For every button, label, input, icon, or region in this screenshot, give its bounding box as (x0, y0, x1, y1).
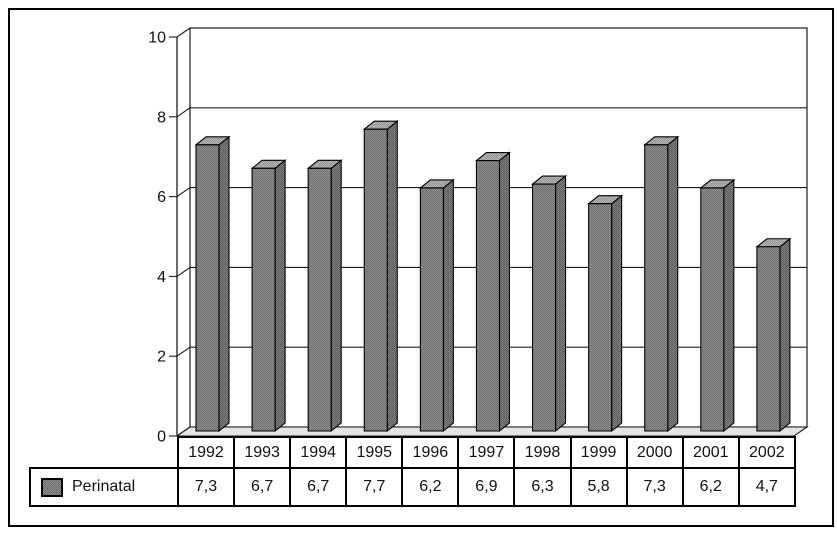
value-cell-1996: 6,2 (401, 467, 460, 507)
value-row: Perinatal 7,3 6,7 6,7 7,7 6,2 6,9 6,3 5,8 7,3 6,2… (29, 467, 796, 507)
year-cell-2000: 2000 (625, 436, 684, 469)
value-cell-2002: 4,7 (737, 467, 796, 507)
bar-1999 (587, 194, 624, 433)
bar-front-face (475, 159, 501, 432)
bar-side-face (554, 174, 567, 433)
y-axis-label-8: 8 (157, 109, 166, 126)
year-cell-1996: 1996 (401, 436, 460, 469)
bar-front-face (531, 183, 557, 432)
side-wall-connector-8 (176, 107, 191, 118)
bar-1994 (306, 159, 343, 433)
year-cell-2001: 2001 (681, 436, 740, 469)
year-cell-2002: 2002 (737, 436, 796, 469)
value-cell-2001: 6,2 (681, 467, 740, 507)
y-axis-label-2: 2 (157, 349, 166, 366)
bar-front-face (363, 128, 388, 432)
year-cell-1992: 1992 (176, 436, 236, 469)
y-axis-label-4: 4 (157, 269, 166, 286)
year-cell-1993: 1993 (233, 436, 292, 469)
bar-side-face (498, 151, 511, 433)
side-wall-connector-4 (176, 266, 191, 277)
value-cell-1993: 6,7 (233, 467, 292, 507)
legend-label: Perinatal (72, 478, 136, 495)
year-cell-1999: 1999 (569, 436, 628, 469)
value-cell-1998: 6,3 (513, 467, 572, 507)
y-axis-label-10: 10 (148, 30, 166, 47)
bar-side-face (330, 159, 342, 433)
y-axis-label-6: 6 (157, 189, 166, 206)
bar-2002 (755, 237, 792, 433)
side-wall-connector-6 (176, 187, 191, 198)
bar-1998 (530, 174, 568, 433)
value-cell-1992: 7,3 (176, 467, 236, 507)
bar-side-face (274, 159, 286, 433)
year-cell-1994: 1994 (289, 436, 348, 469)
table-blank-corner (30, 437, 178, 468)
bar-front-face (644, 144, 669, 432)
value-cell-2000: 7,3 (625, 467, 684, 507)
bar-side-face (779, 237, 791, 433)
bar-side-face (723, 178, 735, 433)
legend-swatch-icon (41, 477, 63, 497)
chart-data-table: 1992 1993 1994 1995 1996 1997 1998 1999 2000 2001… (29, 436, 796, 507)
bar-1993 (250, 159, 287, 433)
bar-front-face (700, 187, 725, 432)
bar-1992 (194, 135, 231, 433)
value-cell-1994: 6,7 (289, 467, 348, 507)
year-cell-1997: 1997 (457, 436, 516, 469)
bar-front-face (756, 246, 781, 432)
value-cell-1999: 5,8 (569, 467, 628, 507)
bar-1997 (474, 151, 512, 433)
side-wall-connector-2 (176, 346, 191, 357)
year-cell-1998: 1998 (513, 436, 572, 469)
bar-side-face (442, 178, 454, 433)
legend-cell: Perinatal (29, 467, 179, 507)
bar-2000 (643, 135, 680, 433)
bar-front-face (588, 203, 613, 432)
bar-front-face (307, 167, 332, 432)
side-wall-connector-10 (176, 27, 191, 38)
bar-chart-plot: 0 2 4 6 8 10 (148, 27, 809, 443)
year-header-row: 1992 1993 1994 1995 1996 1997 1998 1999 2000 2001… (30, 436, 796, 469)
bar-side-face (611, 194, 623, 433)
bar-2001 (699, 178, 736, 433)
bar-side-face (218, 135, 230, 433)
value-cell-1995: 7,7 (345, 467, 404, 507)
year-cell-1995: 1995 (345, 436, 404, 469)
value-cell-1997: 6,9 (457, 467, 516, 507)
bar-front-face (251, 167, 276, 432)
bar-1995 (362, 120, 399, 433)
bar-1996 (418, 178, 455, 433)
bar-side-face (386, 120, 398, 433)
bar-front-face (195, 144, 220, 432)
bar-side-face (667, 135, 679, 433)
bar-front-face (419, 187, 444, 432)
y-axis-label-0: 0 (157, 429, 166, 443)
